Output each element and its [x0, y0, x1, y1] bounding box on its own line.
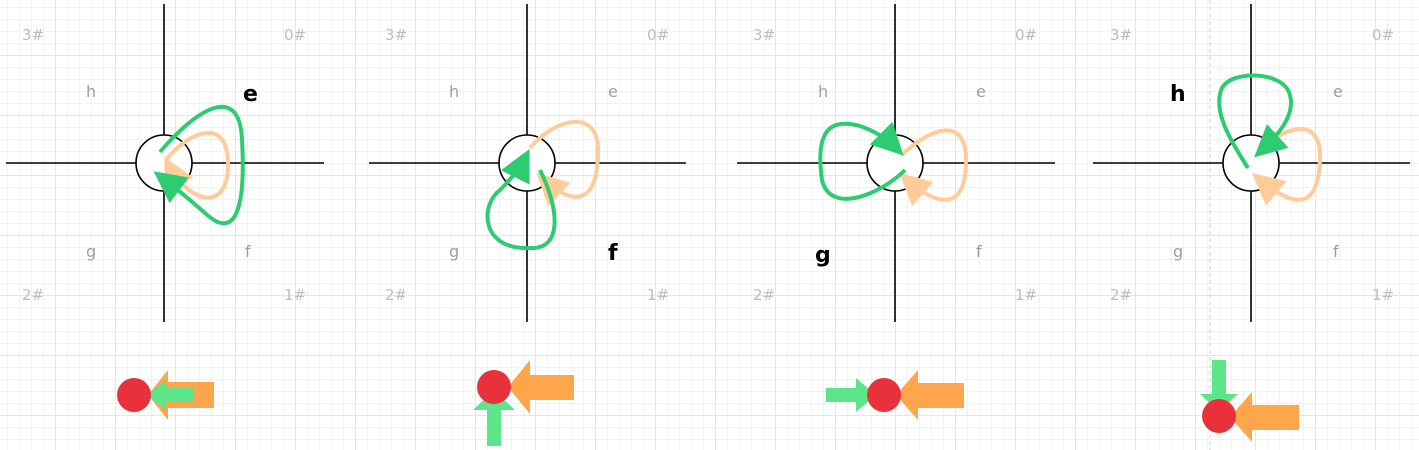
quadrant-label-0: 0#: [1372, 26, 1394, 44]
direction-label-h: h: [449, 82, 459, 101]
quadrant-label-2: 2#: [753, 286, 775, 304]
orange-arrow: [896, 370, 964, 420]
green-arrow: [146, 380, 194, 410]
quadrant-label-0: 0#: [647, 26, 669, 44]
direction-label-h: h: [86, 82, 96, 101]
green-loop-path: [485, 148, 557, 251]
red-dot: [477, 370, 511, 404]
quadrant-label-1: 1#: [1015, 286, 1037, 304]
quadrant-label-1: 1#: [284, 286, 306, 304]
direction-label-f: f: [1333, 242, 1339, 261]
direction-label-h: h: [1170, 82, 1186, 107]
quadrant-label-1: 1#: [647, 286, 669, 304]
direction-label-f: f: [608, 241, 618, 266]
quadrant-label-2: 2#: [1110, 286, 1132, 304]
orange-arrow: [1230, 392, 1299, 442]
direction-label-g: g: [86, 242, 96, 261]
direction-label-e: e: [608, 82, 618, 101]
quadrant-label-2: 2#: [385, 286, 407, 304]
quadrant-label-3: 3#: [385, 26, 407, 44]
green-loop-path: [153, 105, 245, 226]
direction-label-f: f: [245, 242, 251, 261]
green-loop-path: [1217, 73, 1294, 170]
quadrant-label-3: 3#: [753, 26, 775, 44]
quadrant-label-1: 1#: [1372, 286, 1394, 304]
green-arrow: [473, 390, 515, 446]
green-loop-path: [818, 121, 907, 201]
direction-label-h: h: [818, 82, 828, 101]
green-arrow: [1200, 360, 1238, 412]
red-dot: [867, 378, 901, 412]
direction-label-g: g: [815, 243, 831, 268]
quadrant-label-0: 0#: [1015, 26, 1037, 44]
quadrant-label-3: 3#: [1110, 26, 1132, 44]
quadrant-label-2: 2#: [22, 286, 44, 304]
direction-label-g: g: [449, 242, 459, 261]
panel-3: 3# 0# 2# 1# e f g h: [737, 4, 1055, 322]
red-dot: [1202, 399, 1236, 433]
red-dot: [117, 378, 151, 412]
direction-label-e: e: [1333, 82, 1343, 101]
panel-4: 3# 0# 2# 1# e f g h: [1093, 4, 1410, 322]
direction-label-g: g: [1173, 242, 1183, 261]
orange-loop-path: [899, 128, 969, 206]
glyph-3: [826, 370, 964, 420]
glyph-1: [117, 370, 214, 420]
panel-1: 3# 0# 2# 1# e f g h: [6, 4, 324, 322]
panel-2: 3# 0# 2# 1# e f g h: [369, 4, 686, 322]
glyph-2: [473, 360, 574, 446]
quadrant-label-3: 3#: [22, 26, 44, 44]
glyph-4: [1200, 360, 1299, 442]
orange-arrow: [508, 360, 574, 414]
quadrant-label-0: 0#: [284, 26, 306, 44]
direction-label-e: e: [976, 82, 986, 101]
green-arrow: [826, 378, 876, 412]
orange-loop-path: [164, 130, 231, 200]
orange-loop-path: [528, 120, 601, 207]
direction-label-f: f: [976, 242, 982, 261]
direction-label-e: e: [243, 82, 258, 107]
